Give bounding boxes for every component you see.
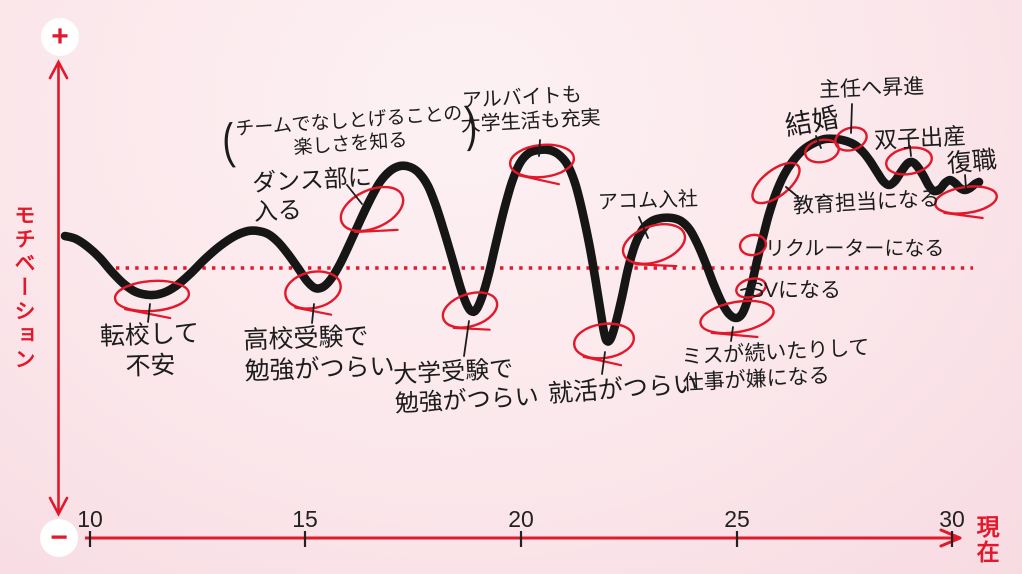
ellipse-tail-stroke (943, 211, 984, 220)
daigaku-juken-circle (441, 291, 499, 331)
event-markers (113, 103, 998, 375)
sv-ninaru-circle (735, 277, 767, 299)
daigaku-juken-label: 大学受験で 勉強がつらい (393, 353, 540, 419)
y-axis-plus-badge: + (41, 18, 79, 56)
tenkou-fuan-leader-line (147, 303, 151, 323)
annotation-text-line: 入る (253, 196, 303, 227)
dance-bu-leader-line (346, 184, 363, 205)
kyouiku-tantou-leader-line (785, 186, 799, 198)
x-tick-label-10: 10 (77, 506, 103, 532)
highlight-ellipse-icon (699, 299, 775, 335)
acom-nyuusha-leader-line (638, 216, 649, 239)
highlight-ellipse-icon (735, 277, 767, 299)
shunin-shoushin-leader-line (850, 103, 853, 134)
y-axis-up-arrow-icon (48, 59, 69, 80)
annotation-text-line: SVになる (750, 279, 842, 302)
recruiter-ninaru-circle (738, 233, 768, 257)
ellipse-tail-stroke (124, 308, 172, 320)
y-axis-label: モチベーション (12, 204, 35, 372)
kyouiku-tantou-circle (751, 161, 801, 205)
miss-iyaninaru-leader-line (730, 326, 734, 342)
highlight-ellipse-icon (113, 279, 191, 313)
highlight-ellipse-icon (885, 146, 933, 176)
koukou-juken-leader-line (311, 303, 315, 324)
shunin-shoushin-circle (834, 126, 868, 152)
arubaito-juujitsu-leader-line (538, 139, 541, 157)
y-axis-minus-badge: − (40, 519, 78, 557)
minus-icon: − (50, 521, 68, 554)
ellipse-tail-stroke (354, 228, 399, 234)
paren-open: ( (220, 112, 237, 169)
ellipse-tail-stroke (518, 174, 561, 186)
x-tick-label-20: 20 (508, 506, 534, 532)
recruiter-ninaru-label: リクルーターになる (765, 237, 944, 261)
tenkou-fuan-label: 転校して 不安 (94, 318, 206, 383)
y-axis-down-arrow-icon (48, 496, 69, 517)
highlight-ellipse-icon (284, 270, 342, 310)
ellipse-tail-stroke (710, 331, 759, 339)
fukushoku-circle (934, 185, 998, 220)
shunin-shoushin-label: 主任へ昇進 (819, 74, 925, 103)
sv-ninaru-label: SVになる (750, 278, 841, 304)
x-tick-label-15: 15 (292, 506, 318, 532)
dance-bu-circle (339, 185, 405, 234)
annotation-text-line: 復職 (945, 145, 999, 179)
x-tick-label-25: 25 (724, 506, 750, 532)
highlight-ellipse-icon (572, 322, 636, 360)
x-axis-now-label: 現在 (973, 515, 1000, 565)
acom-nyuusha-circle (621, 223, 687, 268)
ellipse-tail-stroke (452, 326, 491, 331)
ellipse-tail-stroke (634, 263, 678, 268)
koukou-juken-label: 高校受験で 勉強がつらい (243, 320, 395, 386)
fukushoku-leader-line (964, 174, 967, 189)
annotation-text-line: 勉強がつらい (244, 351, 395, 386)
highlight-ellipse-icon (738, 233, 768, 257)
recruiter-ninaru-leader-line (758, 245, 765, 248)
sv-ninaru-leader-line (740, 287, 750, 291)
x-axis-right-arrow-icon (939, 528, 962, 548)
annotation-text-line: 不安 (125, 350, 176, 381)
kekkon-leader-line (815, 135, 822, 149)
highlight-ellipse-icon (441, 291, 499, 329)
miss-iyaninaru-circle (699, 299, 775, 339)
x-tick-label-30: 30 (939, 506, 965, 532)
motivation-curve (60, 134, 984, 346)
annotation-text-line: 転校して (99, 319, 200, 351)
miss-iyaninaru-label: ミスが続いたりして 仕事が嫌になる (681, 335, 872, 396)
shuukatsu-circle (572, 322, 636, 367)
annotation-text-line: 主任へ昇進 (818, 75, 925, 102)
y-axis (48, 59, 69, 517)
tenkou-fuan-circle (113, 279, 191, 320)
motivation-curve-path (60, 134, 984, 346)
arubaito-juujitsu-label: アルバイトも 大学生活も充実 (459, 83, 601, 138)
annotation-text-line: リクルーターになる (765, 238, 945, 260)
highlight-ellipse-icon (834, 126, 868, 152)
x-axis-ticks (88, 531, 954, 547)
highlight-ellipse-icon (751, 161, 801, 205)
shuukatsu-leader-line (601, 351, 606, 375)
annotation-text-line: アコム入社 (597, 188, 699, 214)
fukushoku-label: 復職 (946, 145, 998, 180)
highlight-ellipse-icon (934, 185, 998, 215)
plus-icon: + (51, 20, 69, 53)
dance-bu-label: ダンス部に 入る (252, 163, 374, 228)
futago-shussan-circle (885, 146, 933, 176)
x-axis (85, 528, 962, 548)
ellipse-tail-stroke (582, 355, 623, 367)
acom-nyuusha-label: アコム入社 (598, 187, 699, 215)
futago-shussan-leader-line (909, 145, 912, 157)
highlight-ellipse-icon (339, 185, 405, 233)
highlight-ellipse-icon (621, 223, 687, 265)
daigaku-juken-leader-line (463, 320, 470, 357)
